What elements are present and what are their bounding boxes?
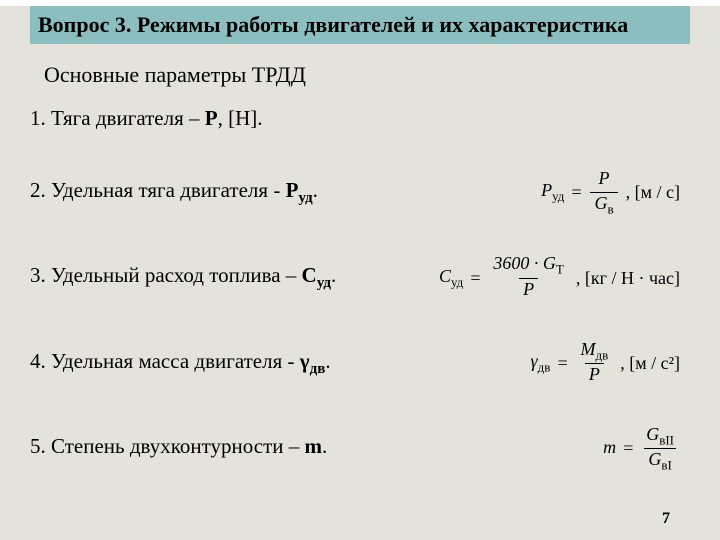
formula-2: Pуд = P Gв , [м / с]: [541, 169, 690, 216]
param-symbol: Руд: [286, 178, 313, 202]
param-suffix: .: [322, 434, 327, 458]
formula-3: Cуд = 3600 · GT P , [кг / Н · час]: [439, 254, 690, 301]
subtitle-text: Основные параметры ТРДД: [44, 62, 306, 87]
param-text-1: 1. Тяга двигателя – Р, [Н].: [30, 106, 690, 131]
formula-lhs: m: [603, 437, 616, 462]
param-row-2: 2. Удельная тяга двигателя - Руд. Pуд = …: [30, 169, 690, 216]
param-prefix: 1. Тяга двигателя –: [30, 106, 205, 130]
param-text-3: 3. Удельный расход топлива – Суд.: [30, 263, 439, 292]
param-text-2: 2. Удельная тяга двигателя - Руд.: [30, 178, 541, 207]
formula-unit: , [кг / Н · час]: [576, 268, 680, 289]
formula-4: γдв = Mдв P , [м / с²]: [531, 340, 690, 387]
formula-fraction: 3600 · GT P: [489, 254, 567, 301]
formula-unit: , [м / с]: [626, 182, 680, 203]
page-number: 7: [662, 510, 670, 528]
param-symbol: Р: [205, 106, 218, 130]
param-prefix: 3. Удельный расход топлива –: [30, 263, 302, 287]
slide: Вопрос 3. Режимы работы двигателей и их …: [0, 6, 720, 540]
param-row-1: 1. Тяга двигателя – Р, [Н].: [30, 106, 690, 131]
param-prefix: 5. Степень двухконтурности –: [30, 434, 305, 458]
param-row-4: 4. Удельная масса двигателя - γдв. γдв =…: [30, 340, 690, 387]
param-text-5: 5. Степень двухконтурности – m.: [30, 434, 603, 463]
param-prefix: 2. Удельная тяга двигателя -: [30, 178, 286, 202]
param-symbol: Суд: [302, 263, 331, 287]
formula-unit: , [м / с²]: [620, 353, 680, 374]
formula-fraction: GвII GвI: [642, 425, 678, 472]
formula-5: m = GвII GвI: [603, 425, 690, 472]
param-suffix: .: [331, 263, 336, 287]
param-suffix: .: [325, 349, 330, 373]
formula-lhs: γдв: [531, 351, 551, 376]
param-text-4: 4. Удельная масса двигателя - γдв.: [30, 349, 531, 378]
formula-fraction: Mдв P: [577, 340, 613, 387]
param-symbol: m: [305, 434, 323, 458]
subtitle: Основные параметры ТРДД: [44, 62, 690, 88]
title-banner: Вопрос 3. Режимы работы двигателей и их …: [30, 6, 690, 44]
title-text: Вопрос 3. Режимы работы двигателей и их …: [38, 12, 628, 37]
param-suffix: , [Н].: [218, 106, 263, 130]
formula-lhs: Pуд: [541, 180, 564, 205]
param-suffix: .: [313, 178, 318, 202]
param-symbol: γдв: [300, 349, 326, 373]
param-prefix: 4. Удельная масса двигателя -: [30, 349, 300, 373]
formula-fraction: P Gв: [590, 169, 617, 216]
param-row-5: 5. Степень двухконтурности – m. m = GвII…: [30, 425, 690, 472]
formula-lhs: Cуд: [439, 266, 463, 291]
param-row-3: 3. Удельный расход топлива – Суд. Cуд = …: [30, 254, 690, 301]
